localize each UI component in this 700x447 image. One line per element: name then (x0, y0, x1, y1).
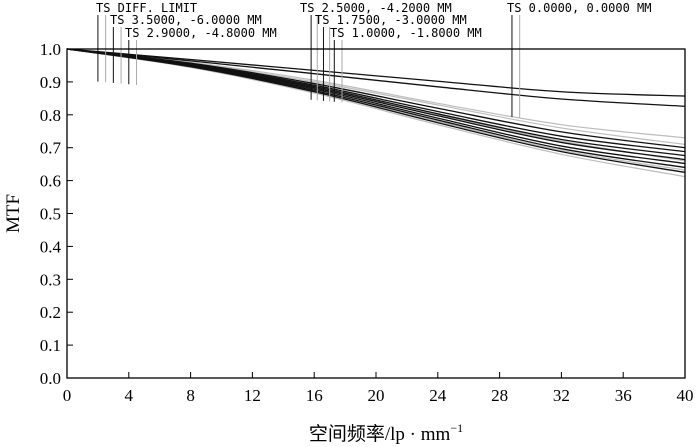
x-tick-label-0: 0 (63, 386, 72, 405)
x-tick-label-28: 28 (491, 386, 508, 405)
mtf-curve-1 (66, 48, 686, 97)
x-tick-label-24: 24 (429, 386, 447, 405)
y-tick-label-0.3: 0.3 (40, 270, 61, 289)
x-axis-title: 空间频率/lp · mm−1 (309, 421, 463, 445)
y-tick-label-0.0: 0.0 (40, 369, 61, 388)
y-tick-label-0.2: 0.2 (40, 303, 61, 322)
mtf-curve-6 (66, 48, 686, 161)
mtf-curve-2 (66, 48, 686, 107)
x-tick-label-20: 20 (368, 386, 385, 405)
y-tick-label-0.1: 0.1 (40, 336, 61, 355)
x-axis-title-superscript: −1 (450, 421, 463, 435)
x-tick-label-40: 40 (677, 386, 694, 405)
x-axis-title-main: 空间频率/lp · mm (309, 423, 451, 445)
legend-label-3: TS 2.9000, -4.8000 MM (125, 26, 277, 40)
mtf-curve-13 (66, 48, 686, 171)
legend-label-5: TS 1.7500, -3.0000 MM (315, 13, 467, 27)
mtf-curve-9 (66, 48, 686, 174)
legend-label-2: TS 3.5000, -6.0000 MM (110, 13, 262, 27)
ticks-layer: 0 4 8 12 16 20 24 28 32 36 40 0.0 0.1 0.2 0.3 0.4 0.5 0.6… (40, 40, 694, 405)
mtf-curve-5 (66, 48, 686, 157)
x-tick-label-12: 12 (244, 386, 261, 405)
x-tick-label-8: 8 (186, 386, 195, 405)
series-layer (66, 48, 686, 178)
legend-label-6: TS 1.0000, -1.8000 MM (330, 26, 482, 40)
y-tick-label-0.4: 0.4 (40, 237, 62, 256)
x-tick-label-32: 32 (553, 386, 570, 405)
y-tick-label-0.5: 0.5 (40, 205, 61, 224)
y-axis-title: MTF (3, 194, 24, 233)
y-tick-label-0.8: 0.8 (40, 106, 61, 125)
y-tick-label-1.0: 1.0 (40, 40, 61, 59)
y-tick-label-0.6: 0.6 (40, 172, 61, 191)
x-tick-label-36: 36 (615, 386, 632, 405)
mtf-curve-11 (66, 48, 686, 146)
legend-label-7: TS 0.0000, 0.0000 MM (507, 1, 652, 15)
y-tick-label-0.7: 0.7 (40, 139, 62, 158)
x-tick-label-4: 4 (125, 386, 134, 405)
x-tick-label-16: 16 (306, 386, 323, 405)
y-tick-label-0.9: 0.9 (40, 73, 61, 92)
legend-label-1: TS DIFF. LIMIT (96, 1, 197, 15)
legend-label-4: TS 2.5000, -4.2000 MM (300, 1, 452, 15)
